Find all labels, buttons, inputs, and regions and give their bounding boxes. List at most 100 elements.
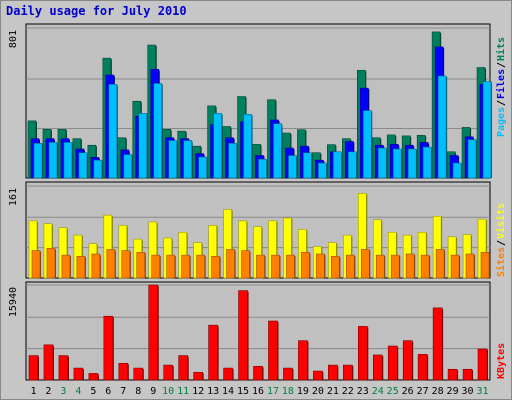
legend-pages: Pages bbox=[496, 107, 507, 137]
bar-kbytes bbox=[253, 365, 263, 381]
bar-sites bbox=[91, 253, 101, 279]
bar-pages bbox=[93, 159, 103, 179]
bar-sites bbox=[360, 249, 370, 279]
bar-sites bbox=[151, 254, 161, 279]
bar-pages bbox=[392, 148, 402, 179]
bar-pages bbox=[482, 81, 492, 179]
bar-pages bbox=[108, 84, 118, 179]
bar-kbytes bbox=[283, 367, 293, 381]
x-tick-label: 29 bbox=[447, 386, 459, 397]
bar-kbytes bbox=[133, 367, 144, 381]
bar-pages bbox=[348, 151, 357, 179]
legend-visits: Visits bbox=[495, 203, 507, 239]
ytick-label: 801 bbox=[8, 30, 19, 48]
x-tick-label: 7 bbox=[120, 386, 126, 397]
bar-sites bbox=[405, 253, 415, 279]
bar-pages bbox=[138, 113, 148, 179]
legend-kbytes: KBytes bbox=[496, 343, 507, 379]
legend-hits: Hits bbox=[495, 37, 507, 61]
bar-kbytes bbox=[223, 367, 233, 381]
bar-sites bbox=[196, 254, 205, 279]
bar-pages bbox=[318, 162, 327, 179]
x-tick-label: 16 bbox=[252, 386, 264, 397]
bar-pages bbox=[377, 147, 387, 179]
bar-kbytes bbox=[343, 364, 353, 381]
bar-sites bbox=[286, 254, 295, 279]
bar-sites bbox=[31, 250, 41, 279]
bar-kbytes bbox=[208, 324, 218, 381]
bar-kbytes bbox=[28, 355, 39, 381]
x-tick-label: 13 bbox=[207, 386, 219, 397]
bar-sites bbox=[271, 254, 280, 279]
bar-pages bbox=[258, 158, 267, 179]
bar-kbytes bbox=[118, 363, 129, 381]
bar-pages bbox=[63, 142, 73, 179]
bar-pages bbox=[333, 151, 342, 179]
bar-sites bbox=[465, 253, 475, 279]
bar-sites bbox=[316, 253, 325, 279]
bar-sites bbox=[61, 254, 71, 279]
bar-sites bbox=[226, 249, 235, 279]
bar-kbytes bbox=[313, 370, 323, 381]
bar-kbytes bbox=[43, 344, 54, 381]
x-tick-label: 23 bbox=[357, 386, 369, 397]
bar-sites bbox=[76, 255, 86, 279]
bar-sites bbox=[106, 249, 116, 279]
bar-pages bbox=[153, 83, 163, 179]
legend-separator: / bbox=[496, 240, 507, 246]
bar-sites bbox=[46, 247, 56, 279]
bar-kbytes bbox=[58, 355, 69, 381]
bar-kbytes bbox=[193, 371, 203, 381]
bar-pages bbox=[437, 75, 447, 179]
bar-sites bbox=[121, 250, 131, 279]
bar-kbytes bbox=[462, 368, 473, 381]
x-tick-label: 14 bbox=[222, 386, 234, 397]
bar-kbytes bbox=[328, 364, 338, 381]
bar-sites bbox=[331, 255, 340, 279]
bar-kbytes bbox=[88, 373, 99, 381]
x-tick-label: 6 bbox=[105, 386, 111, 397]
bar-sites bbox=[301, 251, 310, 279]
bar-kbytes bbox=[387, 345, 398, 381]
chart-title: Daily usage for July 2010 bbox=[6, 4, 187, 18]
bar-sites bbox=[375, 254, 385, 279]
bar-pages bbox=[33, 143, 43, 179]
bar-pages bbox=[288, 155, 297, 179]
x-tick-label: 17 bbox=[267, 386, 279, 397]
bar-pages bbox=[452, 162, 462, 179]
bar-kbytes bbox=[432, 307, 443, 381]
x-tick-label: 28 bbox=[432, 386, 444, 397]
x-tick-label: 30 bbox=[462, 386, 474, 397]
bar-pages bbox=[168, 140, 178, 179]
x-tick-label: 2 bbox=[45, 386, 51, 397]
bar-kbytes bbox=[402, 340, 413, 381]
x-tick-label: 24 bbox=[372, 386, 384, 397]
bar-sites bbox=[166, 254, 176, 279]
x-tick-label: 21 bbox=[327, 386, 339, 397]
bar-sites bbox=[435, 249, 445, 279]
x-tick-label: 19 bbox=[297, 386, 309, 397]
legend-sites: Sites bbox=[495, 247, 507, 277]
bar-pages bbox=[407, 148, 417, 179]
ytick-label: 15940 bbox=[8, 287, 19, 317]
bar-kbytes bbox=[357, 326, 368, 381]
bar-kbytes bbox=[73, 367, 84, 381]
x-tick-label: 12 bbox=[192, 386, 204, 397]
x-tick-label: 18 bbox=[282, 386, 294, 397]
x-tick-label: 1 bbox=[30, 386, 36, 397]
bar-kbytes bbox=[163, 364, 174, 381]
bar-kbytes bbox=[477, 348, 488, 381]
bar-sites bbox=[390, 254, 400, 279]
bar-pages bbox=[362, 110, 372, 179]
x-tick-label: 31 bbox=[476, 386, 488, 397]
bar-pages bbox=[213, 113, 222, 179]
x-tick-label: 8 bbox=[135, 386, 141, 397]
bar-pages bbox=[303, 152, 312, 179]
bar-kbytes bbox=[447, 368, 458, 381]
x-tick-label: 3 bbox=[60, 386, 66, 397]
bar-kbytes bbox=[238, 290, 248, 381]
ytick-label: 161 bbox=[8, 188, 19, 206]
bar-pages bbox=[273, 123, 282, 179]
bar-kbytes bbox=[148, 284, 159, 381]
